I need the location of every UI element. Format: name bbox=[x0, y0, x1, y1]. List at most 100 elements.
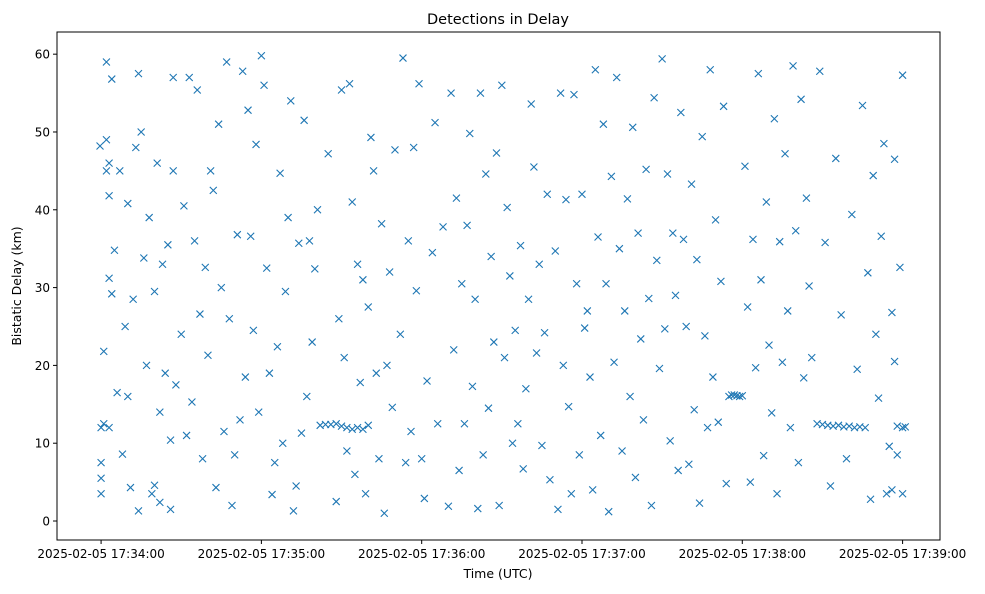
data-point bbox=[530, 163, 538, 171]
data-point bbox=[898, 489, 907, 498]
y-tick-label: 0 bbox=[42, 515, 50, 529]
data-point bbox=[487, 252, 496, 261]
data-point bbox=[588, 486, 597, 494]
data-point bbox=[580, 324, 589, 332]
data-point bbox=[489, 338, 498, 346]
data-point bbox=[692, 255, 701, 264]
data-point bbox=[863, 268, 872, 277]
data-point bbox=[281, 287, 290, 296]
data-point bbox=[639, 415, 648, 424]
data-point bbox=[877, 232, 886, 241]
data-point bbox=[706, 65, 715, 74]
data-point bbox=[882, 489, 891, 498]
data-point bbox=[527, 100, 536, 108]
data-point bbox=[559, 361, 568, 370]
data-point bbox=[262, 264, 271, 273]
data-point bbox=[762, 198, 771, 206]
data-point bbox=[102, 58, 111, 66]
x-tick-label: 2025-02-05 17:37:00 bbox=[518, 547, 645, 561]
data-point bbox=[361, 489, 370, 498]
data-point bbox=[743, 303, 752, 311]
data-point bbox=[650, 93, 659, 102]
data-point bbox=[893, 422, 902, 430]
data-point bbox=[626, 392, 634, 401]
data-point bbox=[102, 166, 111, 175]
data-point bbox=[230, 450, 239, 459]
y-axis-label: Bistatic Delay (km) bbox=[9, 226, 24, 345]
data-point bbox=[134, 507, 143, 515]
data-point bbox=[871, 330, 880, 339]
data-point bbox=[516, 241, 525, 250]
data-point bbox=[687, 180, 696, 189]
data-point bbox=[150, 287, 159, 296]
data-point bbox=[380, 509, 389, 518]
data-point bbox=[388, 403, 397, 412]
data-point bbox=[567, 489, 576, 498]
data-point bbox=[364, 421, 373, 430]
data-point bbox=[107, 75, 116, 83]
data-point bbox=[401, 458, 410, 467]
data-point bbox=[292, 482, 301, 490]
data-point bbox=[821, 238, 830, 247]
y-tick-label: 30 bbox=[35, 281, 50, 295]
data-point bbox=[789, 61, 797, 70]
data-point bbox=[751, 363, 760, 372]
data-point bbox=[150, 481, 159, 490]
data-point bbox=[188, 398, 196, 406]
data-point bbox=[185, 73, 194, 82]
data-point bbox=[457, 279, 466, 288]
data-point bbox=[837, 310, 846, 319]
data-point bbox=[254, 408, 263, 416]
data-point bbox=[105, 274, 113, 283]
data-point bbox=[853, 365, 862, 374]
data-point bbox=[257, 51, 266, 60]
data-point bbox=[364, 303, 373, 311]
data-point bbox=[241, 373, 250, 381]
data-point bbox=[121, 322, 130, 331]
data-point bbox=[97, 489, 105, 498]
data-point bbox=[519, 464, 528, 473]
data-point bbox=[634, 229, 642, 238]
data-point bbox=[631, 473, 640, 482]
data-point bbox=[399, 54, 407, 62]
data-point bbox=[385, 268, 394, 276]
data-point bbox=[428, 248, 437, 257]
data-point bbox=[447, 89, 455, 97]
data-point bbox=[340, 353, 349, 362]
x-axis-label: Time (UTC) bbox=[462, 566, 532, 581]
data-point bbox=[701, 331, 709, 340]
data-point bbox=[180, 202, 188, 210]
data-point bbox=[201, 263, 210, 272]
data-point bbox=[709, 373, 717, 381]
data-point bbox=[714, 418, 723, 427]
data-point bbox=[847, 210, 856, 219]
data-point bbox=[286, 96, 295, 105]
data-point bbox=[524, 295, 533, 304]
data-point bbox=[684, 460, 693, 469]
data-point bbox=[161, 369, 170, 378]
data-point bbox=[546, 475, 554, 484]
data-point bbox=[463, 221, 471, 230]
data-point bbox=[759, 451, 768, 460]
data-point bbox=[741, 162, 749, 171]
data-point bbox=[594, 233, 602, 241]
data-point bbox=[802, 194, 811, 203]
data-point bbox=[754, 69, 763, 78]
data-point bbox=[618, 447, 626, 455]
data-point bbox=[431, 118, 439, 127]
data-point bbox=[615, 244, 624, 253]
data-point bbox=[842, 454, 851, 463]
data-point bbox=[644, 294, 653, 303]
data-point bbox=[901, 422, 910, 431]
data-point bbox=[139, 254, 148, 262]
data-point bbox=[99, 347, 108, 356]
data-point bbox=[738, 391, 747, 400]
data-point bbox=[377, 219, 386, 228]
data-point bbox=[698, 132, 707, 141]
data-point bbox=[500, 353, 509, 362]
data-point bbox=[781, 149, 789, 158]
data-point bbox=[348, 198, 357, 206]
data-point bbox=[690, 405, 699, 414]
data-point bbox=[682, 322, 691, 331]
